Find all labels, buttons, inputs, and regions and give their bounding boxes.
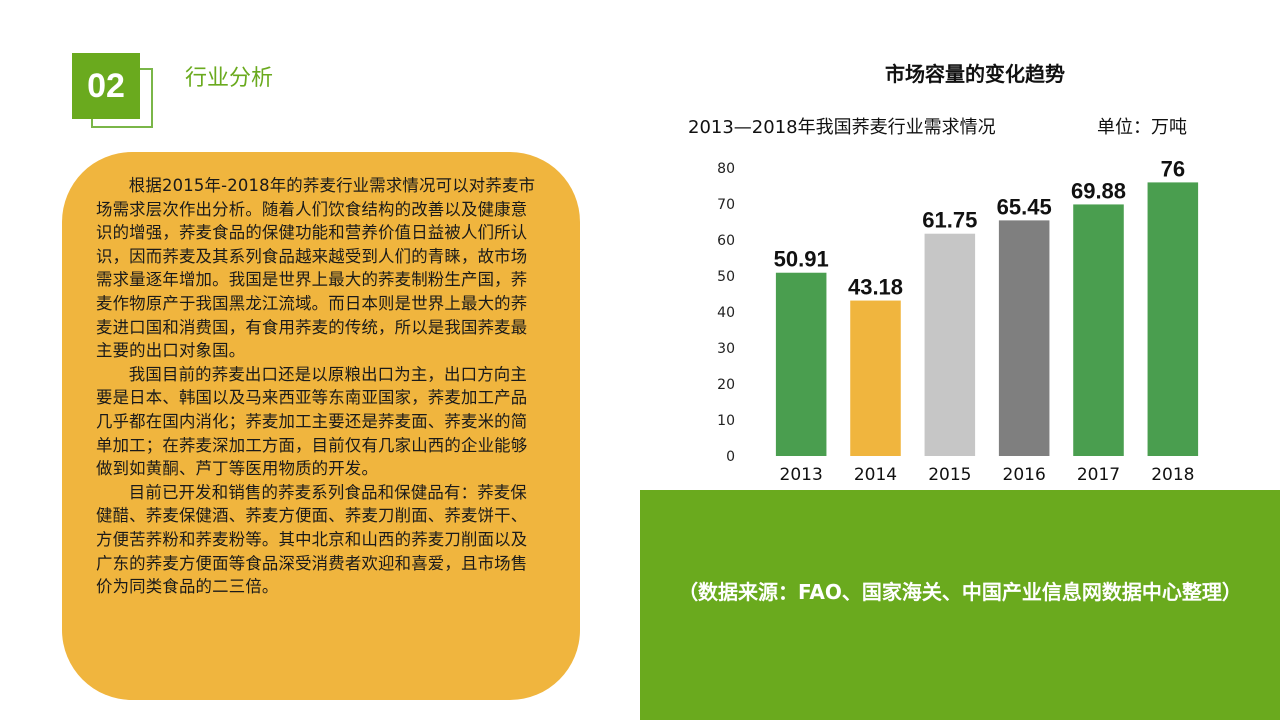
x-tick-label: 2018 [1151, 465, 1194, 485]
x-tick-label: 2014 [854, 465, 897, 485]
paragraph-3: 目前已开发和销售的荞麦系列食品和保健品有：荞麦保健醋、荞麦保健酒、荞麦方便面、荞… [96, 482, 528, 597]
y-tick-label: 30 [717, 341, 735, 357]
bar-2018 [1147, 182, 1199, 456]
paragraph-2: 我国目前的荞麦出口还是以原粮出口为主，出口方向主要是日本、韩国以及马来西亚等东南… [96, 364, 528, 479]
chart-subtitle: 2013—2018年我国荞麦行业需求情况 [688, 117, 996, 138]
data-label-2017: 69.88 [1071, 178, 1126, 203]
y-tick-label: 40 [717, 305, 735, 321]
bar-2017 [1073, 204, 1124, 456]
y-tick-label: 80 [717, 161, 735, 177]
bar-2013 [775, 272, 827, 456]
data-label-2018: 76 [1161, 156, 1185, 181]
y-tick-label: 60 [717, 233, 735, 249]
data-label-2014: 43.18 [848, 275, 903, 300]
source-text: （数据来源：FAO、国家海关、中国产业信息网数据中心整理） [678, 580, 1242, 604]
bar-2016 [998, 220, 1050, 456]
y-tick-label: 20 [717, 377, 735, 393]
bar-chart: 0 10 20 30 40 50 60 70 80 50.91 2013 43.18 2014 61.75… [717, 156, 1199, 485]
section-title: 行业分析 [185, 66, 274, 91]
bar-2014 [850, 300, 901, 456]
x-tick-label: 2015 [928, 465, 971, 485]
data-label-2016: 65.45 [997, 194, 1052, 219]
y-tick-label: 70 [717, 197, 735, 213]
section-number-badge: 02 [72, 53, 140, 119]
data-label-2013: 50.91 [774, 247, 829, 272]
text-body: 根据2015年-2018年的荞麦行业需求情况可以对荞麦市场需求层次作出分析。随着… [96, 174, 541, 599]
x-tick-label: 2017 [1077, 465, 1120, 485]
text-panel [62, 152, 580, 700]
bar-2015 [924, 233, 976, 456]
x-tick-label: 2013 [780, 465, 823, 485]
x-tick-label: 2016 [1003, 465, 1046, 485]
data-label-2015: 61.75 [922, 208, 977, 233]
chart-heading: 市场容量的变化趋势 [885, 62, 1065, 86]
chart-unit: 单位：万吨 [1097, 117, 1187, 138]
y-tick-label: 10 [717, 413, 735, 429]
y-tick-label: 0 [726, 449, 735, 465]
source-block [640, 490, 1280, 720]
paragraph-1: 根据2015年-2018年的荞麦行业需求情况可以对荞麦市场需求层次作出分析。随着… [96, 176, 536, 361]
y-tick-label: 50 [717, 269, 735, 285]
